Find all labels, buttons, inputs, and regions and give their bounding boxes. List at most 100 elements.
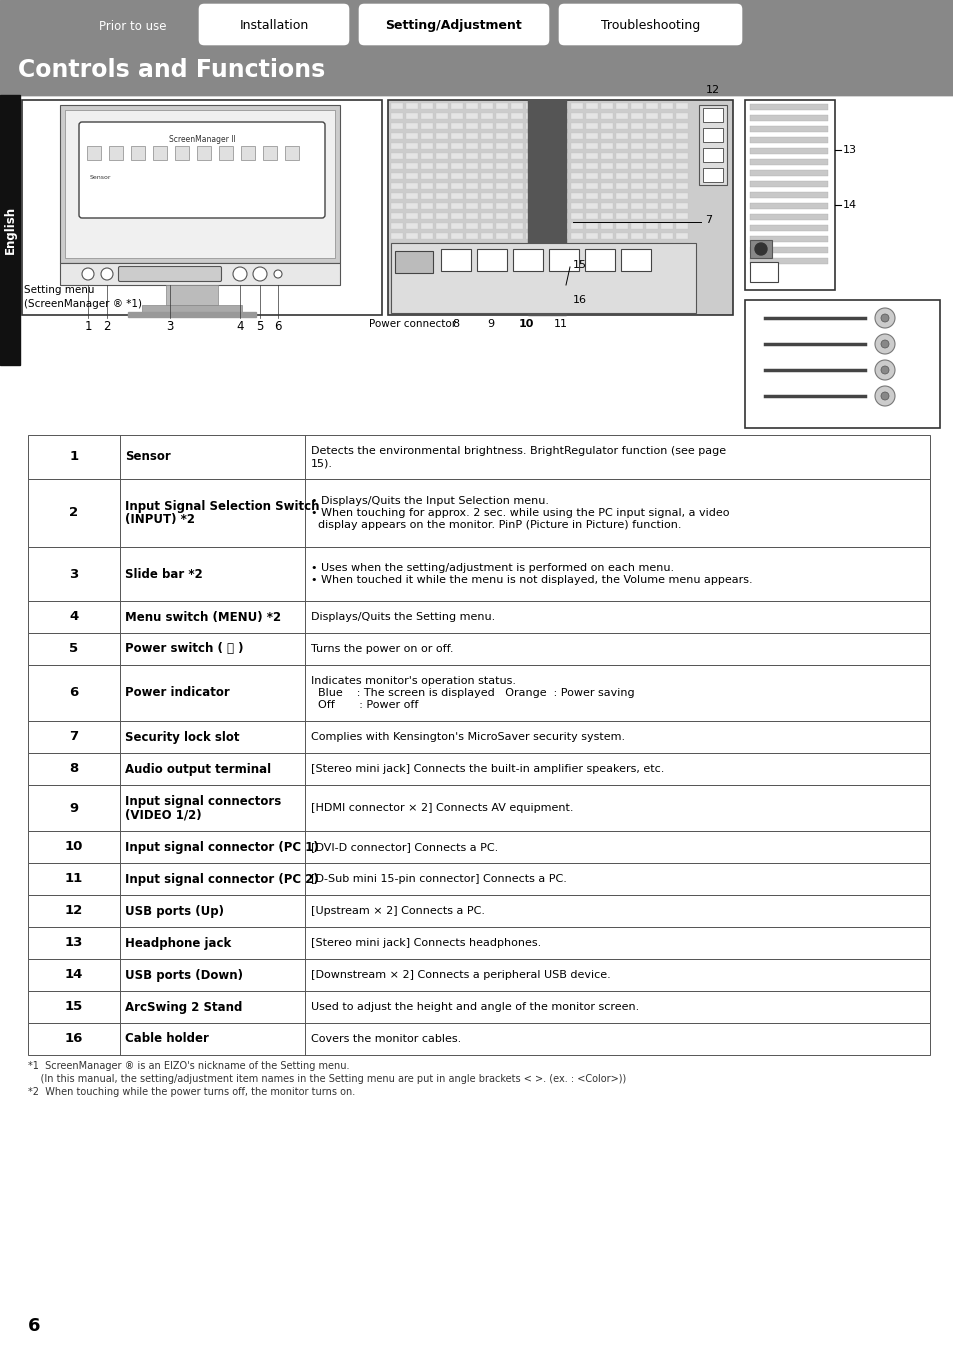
Circle shape xyxy=(233,267,247,281)
Bar xyxy=(600,163,613,169)
Bar xyxy=(571,143,582,148)
Text: English: English xyxy=(4,207,16,254)
Bar xyxy=(630,134,642,139)
Bar xyxy=(556,173,567,180)
Bar xyxy=(391,193,402,198)
Bar xyxy=(476,248,506,271)
Bar xyxy=(22,100,381,315)
Bar xyxy=(749,148,827,154)
Text: Installation: Installation xyxy=(239,19,309,32)
Bar xyxy=(749,192,827,198)
Text: 13: 13 xyxy=(842,144,856,155)
Bar xyxy=(0,95,20,364)
Bar xyxy=(702,128,722,142)
Bar xyxy=(571,163,582,169)
Bar xyxy=(630,184,642,189)
Bar xyxy=(391,184,402,189)
Bar xyxy=(749,115,827,122)
Bar xyxy=(420,213,433,219)
Bar xyxy=(391,243,696,313)
Bar xyxy=(600,123,613,130)
Bar xyxy=(749,159,827,165)
Bar xyxy=(660,163,672,169)
Bar xyxy=(391,234,402,239)
Bar xyxy=(406,223,417,230)
Bar xyxy=(540,234,553,239)
Bar xyxy=(28,479,929,547)
Bar xyxy=(660,243,672,248)
Bar xyxy=(496,153,507,159)
Bar xyxy=(616,193,627,198)
Bar xyxy=(511,143,522,148)
Bar xyxy=(548,248,578,271)
Bar xyxy=(420,173,433,180)
Text: Troubleshooting: Troubleshooting xyxy=(600,19,700,32)
Text: Used to adjust the height and angle of the monitor screen.: Used to adjust the height and angle of t… xyxy=(311,1002,639,1012)
Circle shape xyxy=(880,366,888,374)
Text: 14: 14 xyxy=(65,968,83,981)
Bar xyxy=(87,146,101,161)
Bar xyxy=(556,213,567,219)
Bar xyxy=(395,251,433,273)
Bar xyxy=(660,193,672,198)
Bar xyxy=(496,163,507,169)
Bar xyxy=(525,184,537,189)
Bar xyxy=(480,234,493,239)
Bar xyxy=(616,243,627,248)
Text: display appears on the monitor. PinP (Picture in Picture) function.: display appears on the monitor. PinP (Pi… xyxy=(311,521,680,531)
Text: 1: 1 xyxy=(84,320,91,333)
Bar xyxy=(496,223,507,230)
Text: [Upstream × 2] Connects a PC.: [Upstream × 2] Connects a PC. xyxy=(311,906,484,917)
Bar xyxy=(420,243,433,248)
Bar xyxy=(436,234,448,239)
Bar xyxy=(525,243,537,248)
Bar xyxy=(451,153,462,159)
FancyBboxPatch shape xyxy=(198,3,350,46)
Bar xyxy=(219,146,233,161)
Bar xyxy=(676,202,687,209)
Bar xyxy=(525,234,537,239)
Bar xyxy=(660,184,672,189)
Bar xyxy=(630,163,642,169)
Text: Sensor: Sensor xyxy=(90,176,112,180)
Bar xyxy=(28,927,929,958)
FancyBboxPatch shape xyxy=(79,122,325,217)
Bar xyxy=(630,213,642,219)
Bar xyxy=(645,143,658,148)
Bar xyxy=(465,134,477,139)
Bar xyxy=(480,153,493,159)
Bar xyxy=(585,202,598,209)
Bar xyxy=(660,113,672,119)
Bar xyxy=(571,103,582,109)
Bar xyxy=(0,0,953,95)
Bar xyxy=(630,193,642,198)
Bar xyxy=(174,146,189,161)
Bar xyxy=(540,134,553,139)
Text: • Uses when the setting/adjustment is performed on each menu.: • Uses when the setting/adjustment is pe… xyxy=(311,563,674,572)
Bar xyxy=(406,123,417,130)
Bar xyxy=(585,173,598,180)
Text: Indicates monitor's operation status.: Indicates monitor's operation status. xyxy=(311,675,516,686)
Bar xyxy=(451,202,462,209)
Bar xyxy=(585,103,598,109)
Bar xyxy=(406,213,417,219)
Bar xyxy=(556,153,567,159)
FancyBboxPatch shape xyxy=(558,3,742,46)
Bar xyxy=(241,146,254,161)
Text: 10: 10 xyxy=(65,841,83,853)
Bar xyxy=(616,223,627,230)
Bar xyxy=(451,213,462,219)
Bar xyxy=(451,134,462,139)
Bar xyxy=(480,143,493,148)
Bar xyxy=(749,225,827,231)
Bar xyxy=(540,123,553,130)
Bar xyxy=(436,103,448,109)
Circle shape xyxy=(874,386,894,406)
Bar xyxy=(600,202,613,209)
Bar xyxy=(391,163,402,169)
FancyBboxPatch shape xyxy=(60,5,205,46)
Bar xyxy=(749,240,771,258)
Bar xyxy=(420,103,433,109)
Bar xyxy=(451,193,462,198)
Text: 6: 6 xyxy=(28,1318,40,1335)
